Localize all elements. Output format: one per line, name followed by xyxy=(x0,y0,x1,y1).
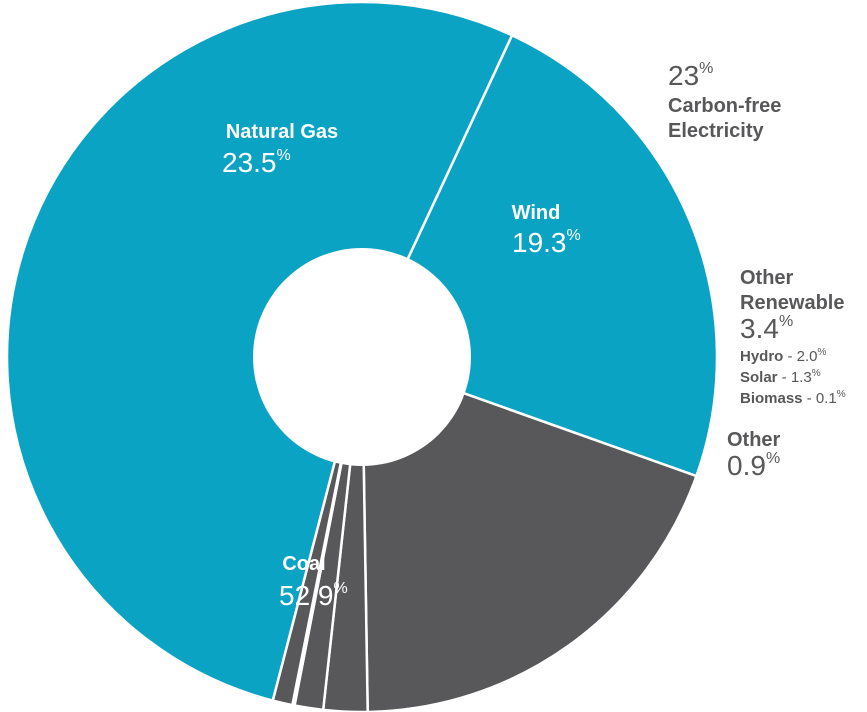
carbon-free-label-line1: Carbon-free xyxy=(668,95,781,117)
natural-gas-value: 23.5% xyxy=(222,147,291,178)
other-renewable-value: 3.4% xyxy=(740,313,793,344)
natural-gas-label: Natural Gas xyxy=(226,121,338,143)
donut-hole xyxy=(253,248,471,466)
other-renewable-label-line1: Other xyxy=(740,267,794,289)
other-value: 0.9% xyxy=(727,450,780,481)
other-label: Other xyxy=(727,429,781,451)
coal-label: Coal xyxy=(282,553,325,575)
coal-value: 52.9% xyxy=(279,580,348,611)
slice-wind xyxy=(360,355,698,712)
solar-breakdown: Solar - 1.3% xyxy=(740,368,821,386)
hydro-breakdown: Hydro - 2.0% xyxy=(740,347,827,365)
carbon-free-label-line2: Electricity xyxy=(668,120,764,142)
carbon-free-value: 23% xyxy=(668,60,713,91)
biomass-breakdown: Biomass - 0.1% xyxy=(740,389,846,407)
wind-value: 19.3% xyxy=(512,227,581,258)
wind-label: Wind xyxy=(512,202,561,224)
other-renewable-label-line2: Renewable xyxy=(740,292,844,314)
